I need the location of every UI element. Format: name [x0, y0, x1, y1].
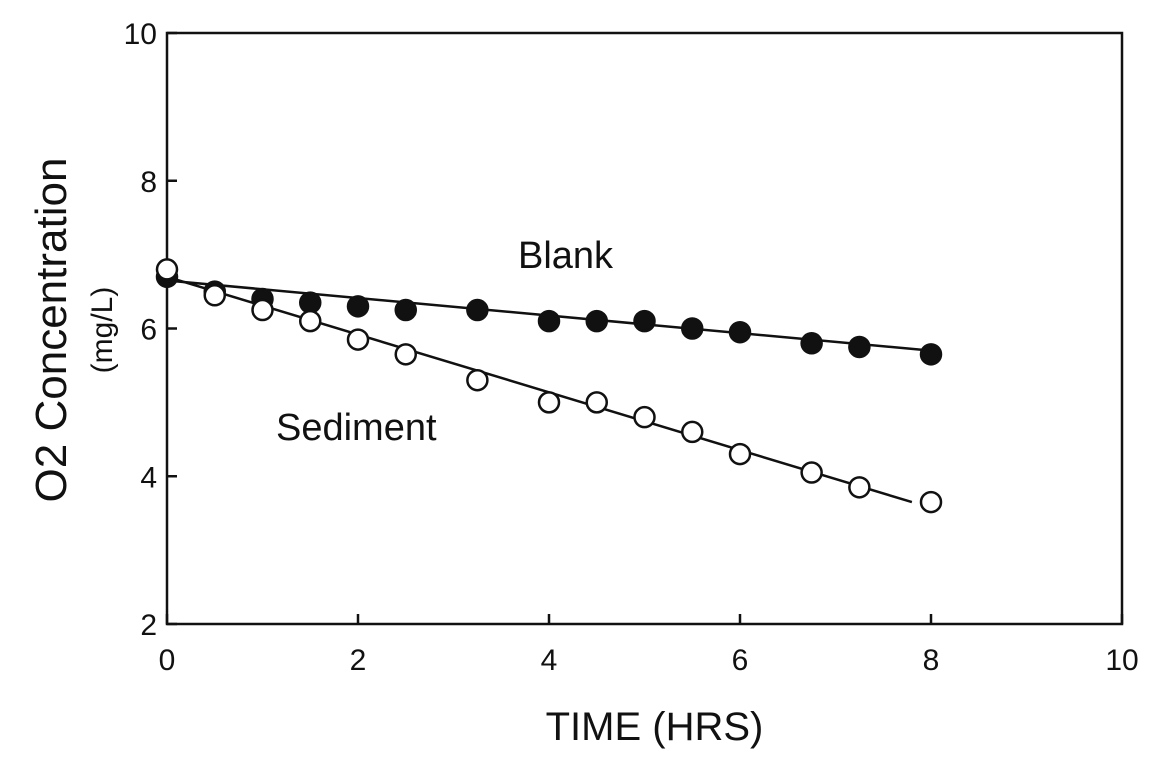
data-point-sediment [394, 343, 417, 366]
data-point-sediment [203, 284, 226, 307]
x-tick-label: 6 [732, 644, 749, 677]
data-point-sediment [537, 391, 561, 414]
data-point-sediment [585, 391, 608, 414]
data-point-blank [466, 298, 489, 322]
data-point-blank [633, 309, 656, 333]
data-point-sediment [251, 298, 274, 322]
data-point-blank [800, 332, 823, 355]
fit-line-sediment [166, 275, 913, 504]
data-point-blank [728, 320, 752, 344]
y-tick-label: 8 [140, 166, 157, 199]
y-axis-title: O2 Concentration [27, 158, 76, 503]
x-tick-label: 0 [159, 644, 176, 677]
data-point-blank [919, 343, 943, 366]
data-point-blank [585, 309, 608, 333]
y-axis-unit: (mg/L) [86, 287, 119, 374]
data-point-blank [346, 295, 370, 318]
data-point-sediment [299, 309, 322, 333]
data-points [155, 258, 943, 514]
x-tick-label: 10 [1105, 644, 1138, 677]
data-point-sediment [155, 258, 179, 281]
data-point-blank [537, 309, 561, 333]
data-point-blank [681, 317, 704, 340]
data-point-blank [394, 298, 417, 322]
data-point-sediment [848, 476, 871, 499]
y-tick-label: 2 [140, 609, 157, 642]
data-point-sediment [919, 490, 943, 514]
x-axis-title: TIME (HRS) [546, 705, 764, 749]
series-label-blank: Blank [518, 235, 614, 277]
data-point-sediment [346, 328, 370, 351]
y-tick-label: 4 [140, 461, 157, 494]
data-point-blank [848, 335, 871, 359]
data-point-sediment [800, 461, 823, 484]
x-tick-label: 4 [541, 644, 558, 677]
data-point-sediment [466, 368, 489, 392]
data-point-sediment [681, 420, 704, 444]
data-point-sediment [633, 405, 656, 429]
data-point-sediment [728, 442, 752, 466]
y-tick-label: 10 [124, 18, 157, 51]
data-point-blank [299, 291, 322, 314]
y-tick-label: 6 [140, 314, 157, 347]
x-tick-label: 2 [350, 644, 367, 677]
x-tick-label: 8 [923, 644, 940, 677]
series-label-sediment: Sediment [276, 407, 437, 449]
